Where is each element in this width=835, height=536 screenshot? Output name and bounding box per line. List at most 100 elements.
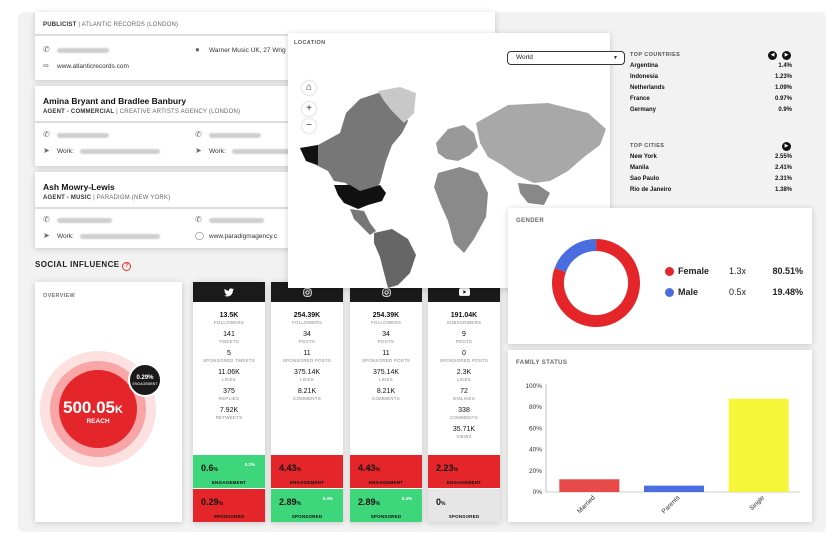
- contact-email[interactable]: ➤ Work:: [43, 232, 160, 240]
- social-column-instagram: 254.39K FOLLOWERS 34 POSTS 11 SPONSORED POSTS…: [350, 282, 422, 522]
- contact-phone[interactable]: ✆: [43, 131, 109, 139]
- divider: [35, 34, 495, 36]
- country-row: France 0.97%: [630, 96, 792, 102]
- family-status-chart: 0% 20% 40% 60% 80% 100% Married Parents Single: [525, 383, 800, 515]
- trend-value: 0.2%: [244, 462, 255, 467]
- contact-name: Amina Bryant and Bradlee Banbury: [43, 96, 187, 106]
- engagement-box: 4.43% ENGAGEMENT: [271, 455, 343, 488]
- phone-icon: ✆: [195, 130, 202, 139]
- stat-item: 5 SPONSORED TWEETS: [203, 350, 255, 363]
- y-tick-label: 100%: [525, 383, 542, 390]
- y-tick-label: 60%: [529, 425, 542, 432]
- stat-item: 35.71K VIEWS: [452, 426, 476, 439]
- stat-item: 11.06K LIKES: [218, 369, 240, 382]
- alaska[interactable]: [300, 145, 318, 165]
- engagement-box: 4.43% ENGAGEMENT: [350, 455, 422, 488]
- email-value: [79, 233, 160, 239]
- stat-item: 72 DISLIKES: [453, 388, 475, 401]
- country-row: Germany 0.9%: [630, 107, 792, 113]
- phone-value: [57, 132, 109, 138]
- contact-phone[interactable]: ✆: [43, 216, 112, 224]
- contact-phone-2[interactable]: ✆: [195, 216, 264, 224]
- x-tick-label: Married: [576, 494, 597, 515]
- engagement-box: 0.6% 0.2% ENGAGEMENT: [193, 455, 265, 488]
- phone-value: [209, 132, 261, 138]
- phone-value: [209, 217, 264, 223]
- next-arrow-icon[interactable]: ▶: [782, 142, 791, 151]
- bar-parents[interactable]: [643, 485, 705, 492]
- stat-item: 0 SPONSORED POSTS: [439, 350, 489, 363]
- stat-item: 11 SPONSORED POSTS: [282, 350, 332, 363]
- trend-value: 0.4%: [401, 496, 412, 501]
- work-label: Work:: [209, 147, 226, 155]
- top-countries-title: TOP COUNTRIES: [630, 52, 681, 58]
- stat-item: 375.14K LIKES: [293, 369, 321, 382]
- country-row: Argentina 1.4%: [630, 63, 792, 69]
- social-column-twitter: 13.5K FOLLOWERS 141 TWEETS 5 SPONSORED TWEETS…: [193, 282, 265, 522]
- trend-value: 0.4%: [322, 496, 333, 501]
- male-label: Male: [678, 287, 699, 297]
- usa[interactable]: [334, 185, 386, 209]
- greenland[interactable]: [378, 87, 416, 123]
- reach-graphic: [40, 351, 156, 467]
- reach-value: 500.05K: [63, 398, 123, 417]
- engagement-box: 2.23% ENGAGEMENT: [428, 455, 500, 488]
- sponsored-box: 2.89% 0.4% SPONSORED: [271, 489, 343, 522]
- city-row: Manila 2.41%: [630, 165, 792, 171]
- zoom-in-button[interactable]: +: [302, 102, 316, 116]
- stat-item: 7.92K RETWEETS: [215, 407, 243, 420]
- phone-value: [57, 47, 109, 53]
- send-icon: ➤: [43, 146, 50, 155]
- location-pin-icon: ●: [195, 45, 200, 54]
- female-dot: [665, 266, 674, 276]
- social-column-youtube: 191.04K SUBSCRIBERS 9 POSTS 0 SPONSORED POSTS…: [428, 282, 500, 522]
- email-value: [231, 148, 307, 154]
- north-america[interactable]: [300, 93, 408, 198]
- contact-website[interactable]: ∞ www.atlanticrecords.com: [43, 62, 129, 70]
- contact-location[interactable]: ● Warner Music UK, 27 Wrig: [195, 46, 286, 54]
- donut-slice-male: [552, 239, 640, 327]
- home-icon[interactable]: ⌂: [302, 81, 316, 95]
- chevron-down-icon: ▼: [613, 55, 618, 61]
- next-arrow-icon[interactable]: ▶: [782, 51, 791, 60]
- south-america[interactable]: [374, 229, 416, 288]
- family-status-title: FAMILY STATUS: [516, 360, 568, 366]
- y-tick-label: 80%: [529, 404, 542, 411]
- social-influence-title: SOCIAL INFLUENCE?: [35, 260, 132, 271]
- prev-arrow-icon[interactable]: ◀: [768, 51, 777, 60]
- email-value: [79, 148, 160, 154]
- website-link[interactable]: www.paradigmagency.c: [209, 232, 278, 240]
- stat-item: 8.21K COMMENTS: [372, 388, 400, 401]
- south-asia[interactable]: [518, 183, 550, 205]
- help-icon[interactable]: ?: [122, 262, 132, 271]
- contact-role: PUBLICIST | ATLANTIC RECORDS (LONDON): [43, 22, 179, 28]
- bar-married[interactable]: [559, 479, 620, 492]
- contact-phone[interactable]: ✆: [43, 46, 109, 54]
- social-column-instagram: 254.39K FOLLOWERS 34 POSTS 11 SPONSORED POSTS…: [271, 282, 343, 522]
- legend-male: Male 0.5x 19.48%: [665, 287, 803, 297]
- overview-label: OVERVIEW: [43, 293, 75, 299]
- contact-website[interactable]: ◯ www.paradigmagency.c: [195, 232, 277, 240]
- central-america[interactable]: [350, 209, 376, 235]
- phone-value: [57, 217, 112, 223]
- male-multiplier: 0.5x: [729, 287, 747, 297]
- city-row: New York 2.55%: [630, 154, 792, 160]
- contact-phone-2[interactable]: ✆: [195, 131, 261, 139]
- region-select[interactable]: World ▼: [507, 51, 625, 65]
- send-icon: ➤: [43, 231, 50, 240]
- contact-name: Ash Mowry-Lewis: [43, 182, 115, 192]
- male-percent: 19.48%: [772, 287, 803, 297]
- bar-single[interactable]: [728, 398, 789, 492]
- contact-role: AGENT - MUSIC | PARADIGM (NEW YORK): [43, 195, 171, 201]
- africa[interactable]: [434, 167, 488, 253]
- contact-email[interactable]: ➤ Work:: [43, 147, 160, 155]
- asia[interactable]: [476, 103, 606, 183]
- y-tick-label: 40%: [529, 447, 542, 454]
- zoom-out-button[interactable]: −: [302, 119, 316, 133]
- send-icon: ➤: [195, 146, 202, 155]
- europe[interactable]: [436, 125, 478, 161]
- work-label: Work:: [57, 147, 74, 155]
- contact-email-2[interactable]: ➤ Work:: [195, 147, 307, 155]
- website-link[interactable]: www.atlanticrecords.com: [57, 62, 129, 70]
- stat-item: 141 TWEETS: [219, 331, 239, 344]
